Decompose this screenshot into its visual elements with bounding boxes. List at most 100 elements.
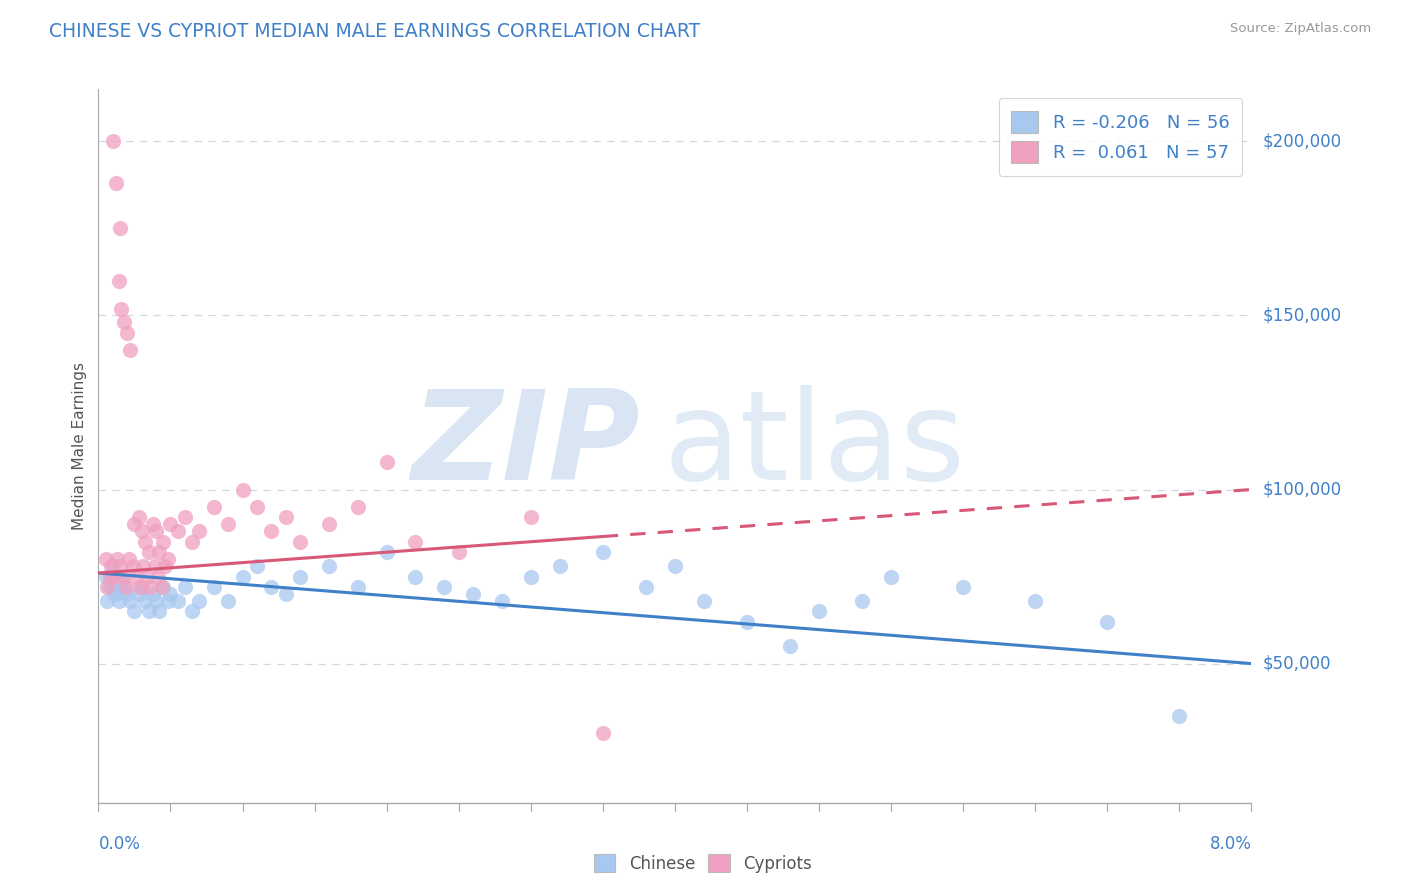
Point xyxy=(98,580,121,594)
Point xyxy=(110,573,132,587)
Point xyxy=(131,524,153,539)
Text: $200,000: $200,000 xyxy=(1263,132,1341,151)
Point xyxy=(260,580,283,594)
Point xyxy=(231,569,254,583)
Point xyxy=(100,559,122,574)
Point xyxy=(132,559,155,574)
Point xyxy=(735,615,758,629)
Point xyxy=(1168,708,1191,723)
Point xyxy=(260,524,283,539)
Point xyxy=(134,594,156,608)
Point xyxy=(148,545,170,559)
Point xyxy=(636,580,658,594)
Point xyxy=(104,587,127,601)
Point xyxy=(145,594,167,608)
Text: $50,000: $50,000 xyxy=(1263,655,1331,673)
Point xyxy=(519,569,541,583)
Point xyxy=(152,580,174,594)
Text: atlas: atlas xyxy=(664,385,966,507)
Point xyxy=(120,594,142,608)
Point xyxy=(128,510,150,524)
Point xyxy=(138,545,160,559)
Point xyxy=(136,569,159,583)
Point xyxy=(664,559,686,574)
Point xyxy=(118,552,141,566)
Point xyxy=(159,517,181,532)
Point xyxy=(188,594,211,608)
Point xyxy=(461,587,484,601)
Point xyxy=(290,569,312,583)
Point xyxy=(142,587,165,601)
Point xyxy=(150,580,173,594)
Point xyxy=(108,221,131,235)
Point xyxy=(139,580,162,594)
Point xyxy=(274,587,297,601)
Point xyxy=(104,176,127,190)
Point xyxy=(188,524,211,539)
Point xyxy=(111,569,134,583)
Legend: Chinese, Cypriots: Chinese, Cypriots xyxy=(588,847,818,880)
Point xyxy=(318,559,340,574)
Point xyxy=(231,483,254,497)
Point xyxy=(447,545,470,559)
Point xyxy=(101,559,124,574)
Text: 0.0%: 0.0% xyxy=(98,835,141,853)
Point xyxy=(548,559,571,574)
Point xyxy=(1024,594,1046,608)
Point xyxy=(181,534,204,549)
Text: 8.0%: 8.0% xyxy=(1209,835,1251,853)
Text: $150,000: $150,000 xyxy=(1263,307,1341,325)
Point xyxy=(100,573,122,587)
Point xyxy=(779,639,801,653)
Point xyxy=(290,534,312,549)
Point xyxy=(166,594,188,608)
Point xyxy=(375,455,398,469)
Point xyxy=(145,524,167,539)
Point xyxy=(94,569,117,583)
Point xyxy=(433,580,456,594)
Point xyxy=(103,587,125,601)
Point xyxy=(105,552,128,566)
Point xyxy=(1097,615,1119,629)
Point xyxy=(112,580,135,594)
Point xyxy=(491,594,513,608)
Point xyxy=(159,587,181,601)
Point xyxy=(112,315,135,329)
Point xyxy=(117,587,138,601)
Point xyxy=(174,510,197,524)
Legend: R = -0.206   N = 56, R =  0.061   N = 57: R = -0.206 N = 56, R = 0.061 N = 57 xyxy=(998,98,1243,176)
Point xyxy=(152,534,174,549)
Point xyxy=(117,326,138,340)
Point xyxy=(851,594,873,608)
Point xyxy=(122,559,145,574)
Point xyxy=(318,517,340,532)
Point xyxy=(108,559,131,574)
Point xyxy=(148,604,170,618)
Point xyxy=(274,510,297,524)
Point xyxy=(346,580,368,594)
Point xyxy=(952,580,974,594)
Y-axis label: Median Male Earnings: Median Male Earnings xyxy=(72,362,87,530)
Point xyxy=(107,274,129,288)
Point xyxy=(174,580,197,594)
Point xyxy=(807,604,830,618)
Point xyxy=(202,500,225,514)
Point xyxy=(134,534,156,549)
Point xyxy=(217,594,239,608)
Text: Source: ZipAtlas.com: Source: ZipAtlas.com xyxy=(1230,22,1371,36)
Point xyxy=(124,604,146,618)
Point xyxy=(125,569,148,583)
Point xyxy=(101,135,124,149)
Point xyxy=(103,569,125,583)
Point xyxy=(94,552,117,566)
Point xyxy=(375,545,398,559)
Point xyxy=(693,594,716,608)
Point xyxy=(405,569,427,583)
Point xyxy=(405,534,427,549)
Point xyxy=(246,500,269,514)
Point xyxy=(181,604,204,618)
Point xyxy=(202,580,225,594)
Point xyxy=(124,517,146,532)
Point xyxy=(217,517,239,532)
Point xyxy=(156,594,179,608)
